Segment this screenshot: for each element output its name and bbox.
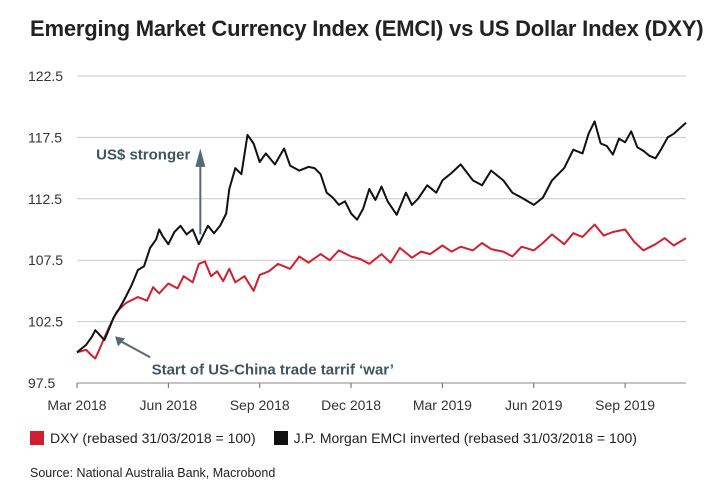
legend-item-emci: J.P. Morgan EMCI inverted (rebased 31/03… <box>273 430 637 446</box>
x-tick-label: Sep 2019 <box>595 397 655 413</box>
x-tick-label: Jun 2019 <box>505 397 563 413</box>
chart-plot: 97.5 102.5 107.5 112.5 117.5 122.5 Mar 2018 Ju… <box>28 68 687 413</box>
annotation-arrowhead-usd <box>195 148 206 167</box>
source-note: Source: National Australia Bank, Macrobo… <box>30 466 276 480</box>
y-tick-label: 112.5 <box>28 191 62 207</box>
x-tick-label: Mar 2018 <box>47 397 106 413</box>
x-tick-label: Dec 2018 <box>321 397 381 413</box>
annotations: US$ stronger Start of US-China trade tarr… <box>96 147 394 379</box>
chart-title: Emerging Market Currency Index (EMCI) vs… <box>30 16 704 41</box>
y-tick-label: 117.5 <box>28 129 62 145</box>
y-axis-ticks: 97.5 102.5 107.5 112.5 117.5 122.5 <box>28 68 63 391</box>
y-tick-label: 97.5 <box>28 375 55 391</box>
legend-label-dxy: DXY (rebased 31/03/2018 = 100) <box>50 430 256 446</box>
legend-label-emci: J.P. Morgan EMCI inverted (rebased 31/03… <box>293 430 637 446</box>
y-tick-label: 107.5 <box>28 252 63 268</box>
annotation-arrowhead-trade <box>115 336 126 347</box>
x-tick-label: Sep 2018 <box>230 397 290 413</box>
annotation-label-usd: US$ stronger <box>96 147 190 164</box>
x-tick-label: Mar 2019 <box>413 397 472 413</box>
legend-swatch-dxy <box>30 431 44 445</box>
annotation-arrow-trade <box>118 339 151 359</box>
legend-swatch-emci <box>273 431 288 445</box>
x-axis-ticks: Mar 2018 Jun 2018 Sep 2018 Dec 2018 Mar 2019… <box>47 382 686 413</box>
y-tick-label: 122.5 <box>28 68 63 84</box>
y-tick-label: 102.5 <box>28 314 63 330</box>
series-line-dxy <box>76 223 687 360</box>
series-lines <box>76 120 687 360</box>
legend-item-dxy: DXY (rebased 31/03/2018 = 100) <box>30 430 256 446</box>
legend: DXY (rebased 31/03/2018 = 100) J.P. Morg… <box>30 430 655 446</box>
series-line-emci <box>76 120 687 354</box>
x-tick-label: Jun 2018 <box>140 397 198 413</box>
annotation-label-trade: Start of US-China trade tarrif ‘war’ <box>152 361 394 378</box>
